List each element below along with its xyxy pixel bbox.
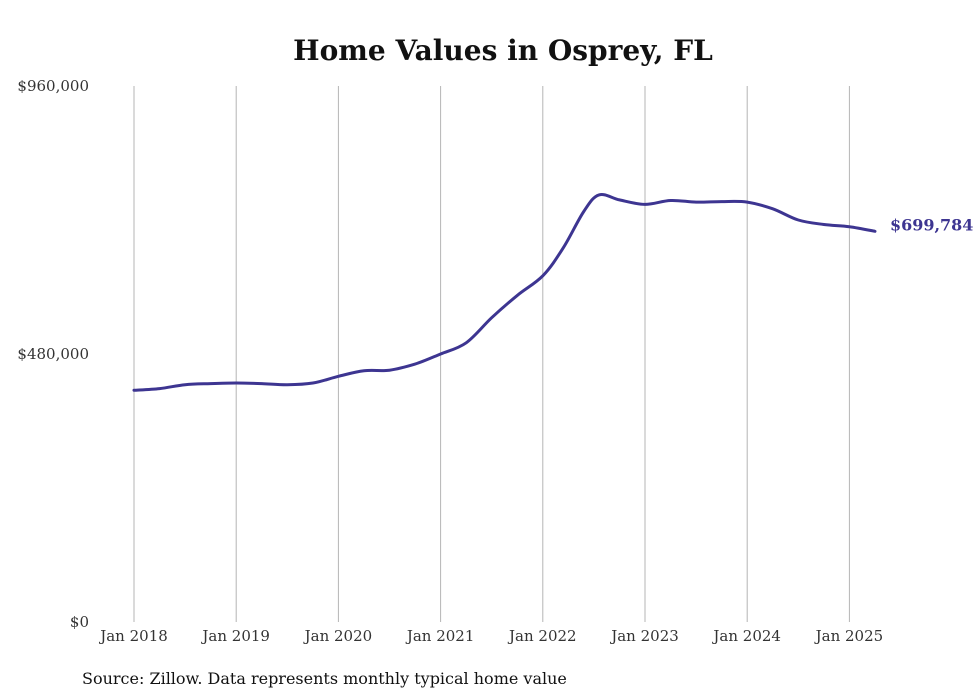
x-tick-label: Jan 2020 — [303, 627, 373, 645]
gridlines — [133, 86, 850, 622]
source-note: Source: Zillow. Data represents monthly … — [82, 669, 567, 688]
y-tick-label: $960,000 — [17, 77, 89, 95]
y-axis-ticks: $0 $480,000 $960,000 — [17, 77, 89, 631]
x-tick-label: Jan 2023 — [609, 627, 679, 645]
x-tick-label: Jan 2018 — [98, 627, 168, 645]
y-tick-label: $480,000 — [17, 345, 89, 363]
x-tick-label: Jan 2024 — [711, 627, 781, 645]
x-tick-label: Jan 2019 — [200, 627, 270, 645]
x-tick-label: Jan 2021 — [405, 627, 475, 645]
chart-title: Home Values in Osprey, FL — [293, 34, 713, 67]
home-value-line — [132, 192, 877, 392]
x-tick-label: Jan 2025 — [814, 627, 884, 645]
x-tick-label: Jan 2022 — [507, 627, 577, 645]
x-axis-ticks: Jan 2018 Jan 2019 Jan 2020 Jan 2021 Jan 2022… — [98, 627, 883, 645]
latest-value-label: $699,784 — [890, 215, 974, 234]
y-tick-label: $0 — [70, 613, 89, 631]
